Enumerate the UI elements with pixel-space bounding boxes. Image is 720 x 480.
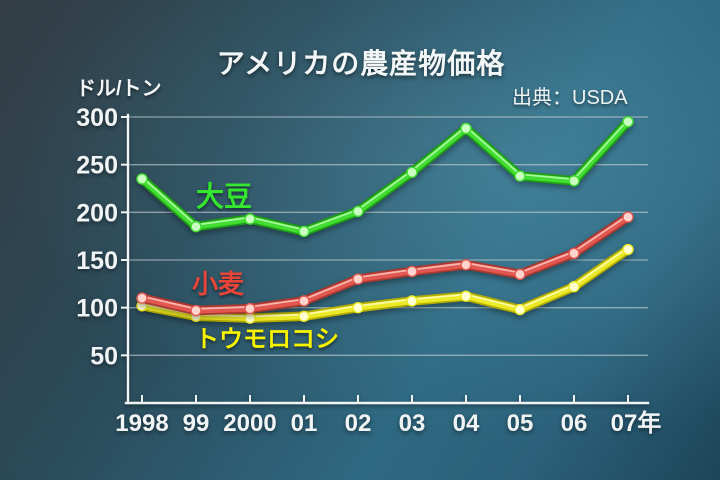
data-point-corn-03 bbox=[406, 295, 418, 307]
data-point-corn-06 bbox=[568, 280, 580, 293]
data-point-wheat-01 bbox=[298, 295, 310, 307]
data-point-soybean-07年 bbox=[622, 116, 634, 128]
data-point-soybean-03 bbox=[406, 166, 418, 178]
y-tick-labels: 50 100 150 200 250 300 bbox=[76, 104, 118, 370]
x-tick-label-04: 04 bbox=[453, 410, 480, 437]
data-point-soybean-05 bbox=[514, 170, 526, 182]
x-tick-label-2000: 2000 bbox=[223, 410, 276, 437]
data-point-wheat-99 bbox=[190, 304, 202, 317]
y-tick-label-100: 100 bbox=[76, 295, 118, 323]
series-stroke-wheat bbox=[139, 214, 631, 314]
data-point-wheat-05 bbox=[514, 268, 526, 280]
x-tick-label-03: 03 bbox=[399, 410, 426, 437]
series-label-wheat: 小麦 bbox=[192, 269, 245, 299]
data-point-wheat-06 bbox=[568, 247, 580, 260]
series-line-corn bbox=[136, 243, 634, 324]
page-title: アメリカの農産物価格 bbox=[216, 48, 506, 79]
series-stroke-corn bbox=[139, 246, 631, 322]
data-point-soybean-01 bbox=[298, 225, 310, 238]
y-tick-label-250: 250 bbox=[76, 152, 118, 180]
y-tick-label-150: 150 bbox=[76, 247, 118, 275]
data-point-soybean-99 bbox=[190, 220, 202, 233]
data-point-wheat-1998 bbox=[136, 292, 148, 304]
data-point-corn-02 bbox=[352, 301, 364, 314]
series-label-corn: トウモロコシ bbox=[195, 326, 339, 353]
series-label-soybean: 大豆 bbox=[196, 181, 253, 212]
series-line-soybean bbox=[136, 116, 634, 238]
x-tick-label-05: 05 bbox=[507, 410, 534, 437]
data-point-wheat-02 bbox=[352, 273, 364, 285]
data-point-corn-01 bbox=[298, 310, 310, 322]
series-highlight-soybean bbox=[141, 119, 629, 231]
y-tick-label-300: 300 bbox=[76, 104, 118, 132]
data-point-soybean-1998 bbox=[136, 173, 148, 185]
y-axis-unit-label: ドル/トン bbox=[76, 78, 162, 100]
y-tick-label-50: 50 bbox=[90, 342, 118, 370]
series-line-wheat bbox=[136, 211, 634, 317]
data-point-soybean-2000 bbox=[244, 213, 256, 225]
data-point-wheat-2000 bbox=[244, 302, 256, 315]
data-point-wheat-07年 bbox=[622, 211, 634, 223]
x-tick-label-02: 02 bbox=[345, 410, 372, 437]
y-tick-label-200: 200 bbox=[76, 199, 118, 227]
series-stroke-soybean bbox=[139, 118, 631, 235]
data-point-corn-2000 bbox=[244, 312, 256, 324]
x-tick-label-99: 99 bbox=[183, 410, 210, 437]
data-point-corn-07年 bbox=[622, 243, 634, 256]
data-point-soybean-06 bbox=[568, 175, 580, 187]
source-label: 出典：USDA bbox=[512, 87, 628, 109]
x-tick-label-1998: 1998 bbox=[115, 410, 168, 437]
data-point-wheat-03 bbox=[406, 265, 418, 278]
x-tick-labels: 1998 99 2000 01 02 03 04 05 06 07年 bbox=[115, 409, 661, 437]
axes bbox=[121, 113, 650, 405]
series-highlight-wheat bbox=[141, 214, 629, 310]
data-point-corn-05 bbox=[514, 303, 526, 316]
data-point-soybean-04 bbox=[460, 122, 472, 135]
data-point-soybean-02 bbox=[352, 205, 364, 218]
series-highlight-corn bbox=[141, 246, 629, 318]
x-tick-label-01: 01 bbox=[291, 410, 318, 437]
data-point-corn-04 bbox=[460, 290, 472, 302]
x-tick-label-06: 06 bbox=[561, 410, 588, 437]
x-tick-label-07年: 07年 bbox=[611, 409, 662, 437]
data-point-wheat-04 bbox=[460, 259, 472, 271]
